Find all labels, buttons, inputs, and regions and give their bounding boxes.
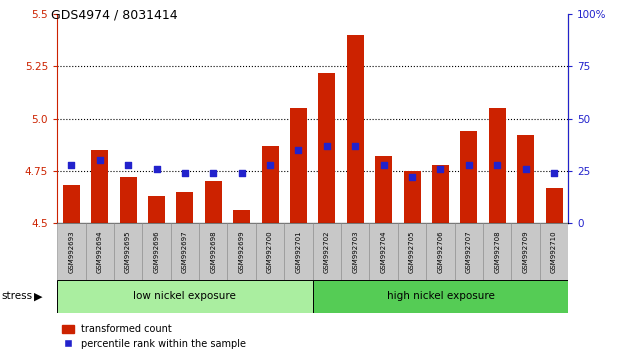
Point [520, 166, 530, 172]
Text: GDS4974 / 8031414: GDS4974 / 8031414 [51, 9, 178, 22]
Point [152, 166, 161, 172]
Text: GSM992695: GSM992695 [125, 230, 131, 273]
Text: GSM992703: GSM992703 [352, 230, 358, 273]
Bar [545, 188, 563, 223]
Bar [148, 196, 165, 223]
Point [123, 162, 133, 167]
Text: GSM992699: GSM992699 [238, 230, 245, 273]
Text: GSM992704: GSM992704 [381, 230, 387, 273]
Point [208, 170, 218, 176]
Text: low nickel exposure: low nickel exposure [134, 291, 237, 302]
Bar [540, 223, 568, 280]
Bar [483, 223, 512, 280]
Bar [142, 223, 171, 280]
Text: high nickel exposure: high nickel exposure [386, 291, 494, 302]
Legend: transformed count, percentile rank within the sample: transformed count, percentile rank withi… [62, 324, 247, 349]
Point [66, 162, 76, 167]
Bar [284, 223, 312, 280]
Bar [312, 223, 341, 280]
Bar [404, 171, 420, 223]
Point [322, 143, 332, 149]
Text: GSM992700: GSM992700 [267, 230, 273, 273]
Bar [375, 156, 392, 223]
Bar [199, 223, 227, 280]
Text: GSM992694: GSM992694 [97, 230, 102, 273]
Bar [426, 223, 455, 280]
Bar [460, 131, 478, 223]
Bar [312, 280, 568, 313]
Point [464, 162, 474, 167]
Text: GSM992705: GSM992705 [409, 230, 415, 273]
Text: GSM992697: GSM992697 [182, 230, 188, 273]
Point [265, 162, 275, 167]
Bar [91, 150, 108, 223]
Bar [233, 211, 250, 223]
Point [549, 170, 559, 176]
Text: GSM992696: GSM992696 [153, 230, 160, 273]
Bar [120, 177, 137, 223]
Point [435, 166, 445, 172]
Bar [512, 223, 540, 280]
Bar [176, 192, 193, 223]
Bar [341, 223, 369, 280]
Text: stress: stress [1, 291, 32, 302]
Bar [369, 223, 398, 280]
Bar [455, 223, 483, 280]
Bar [57, 223, 86, 280]
Text: ▶: ▶ [34, 291, 43, 302]
Bar [489, 108, 505, 223]
Bar [63, 185, 80, 223]
Text: GSM992710: GSM992710 [551, 230, 557, 273]
Point [492, 162, 502, 167]
Text: GSM992707: GSM992707 [466, 230, 472, 273]
Bar [86, 223, 114, 280]
Point [294, 147, 304, 153]
Point [95, 158, 105, 163]
Text: GSM992698: GSM992698 [211, 230, 216, 273]
Text: GSM992701: GSM992701 [296, 230, 301, 273]
Text: GSM992709: GSM992709 [523, 230, 528, 273]
Bar [347, 35, 364, 223]
Bar [432, 165, 449, 223]
Text: GSM992702: GSM992702 [324, 230, 330, 273]
Text: GSM992706: GSM992706 [437, 230, 443, 273]
Bar [517, 135, 534, 223]
Point [237, 170, 247, 176]
Bar [256, 223, 284, 280]
Text: GSM992693: GSM992693 [68, 230, 75, 273]
Bar [205, 181, 222, 223]
Bar [290, 108, 307, 223]
Point [407, 174, 417, 180]
Bar [171, 223, 199, 280]
Bar [319, 73, 335, 223]
Point [350, 143, 360, 149]
Bar [398, 223, 426, 280]
Bar [227, 223, 256, 280]
Point [379, 162, 389, 167]
Bar [57, 280, 312, 313]
Bar [114, 223, 142, 280]
Point [180, 170, 190, 176]
Bar [261, 146, 279, 223]
Text: GSM992708: GSM992708 [494, 230, 501, 273]
